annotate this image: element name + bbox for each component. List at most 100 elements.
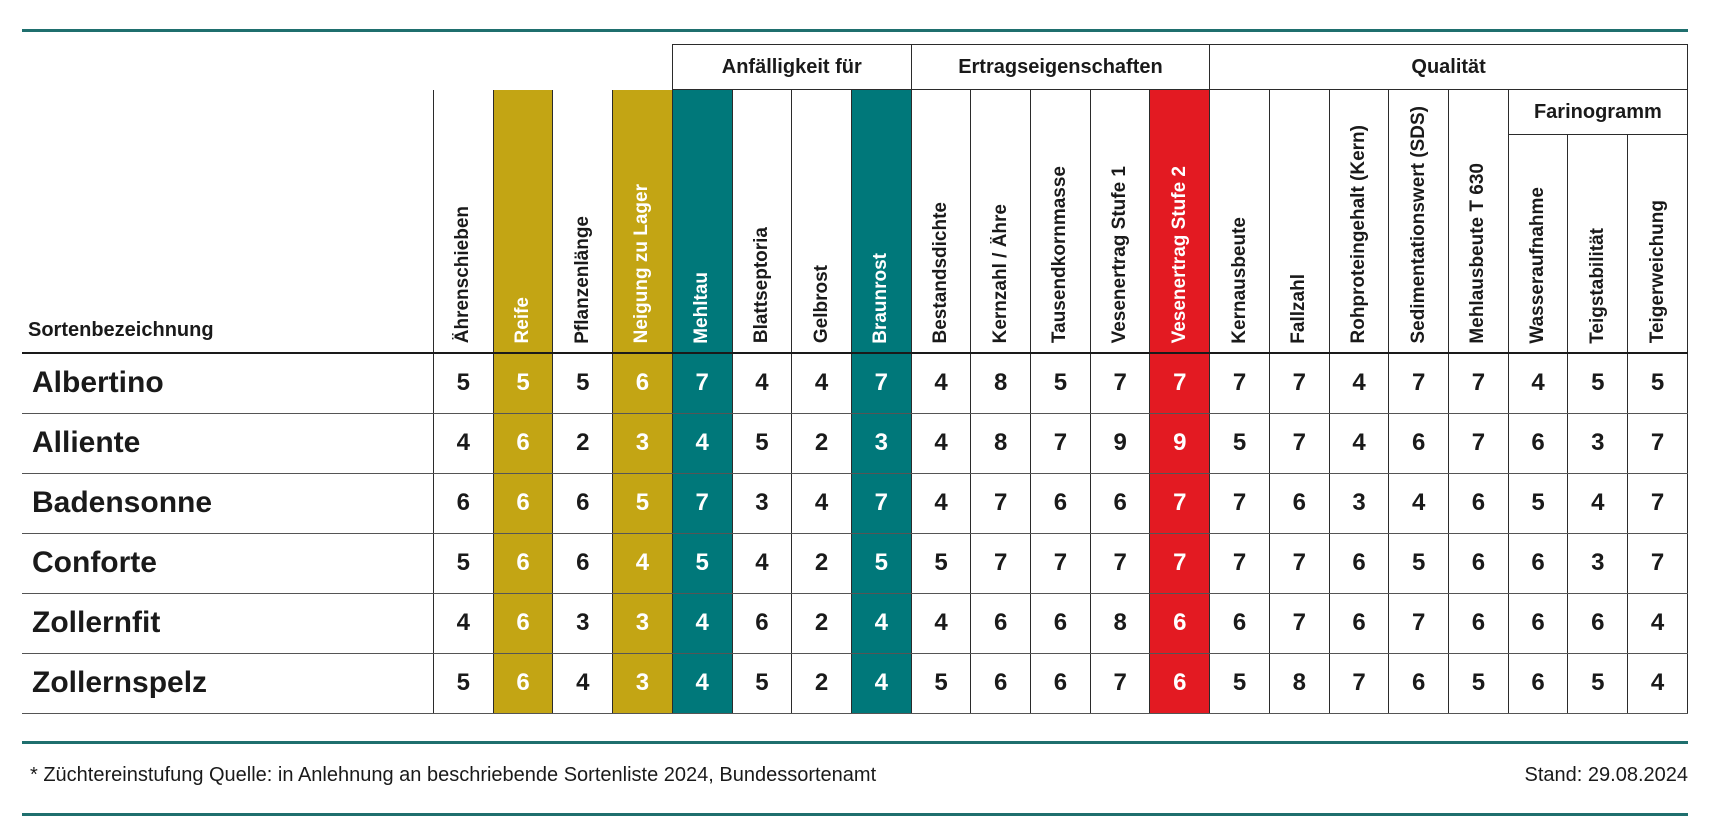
- cell-teigstabilitaet: 4: [1567, 473, 1629, 534]
- cell-neigung-zu-lager: 3: [612, 413, 673, 474]
- cell-neigung-zu-lager: 3: [612, 593, 673, 654]
- cell-mehlausbeute-t-630: 7: [1448, 352, 1509, 414]
- cell-reife: 5: [492, 352, 554, 414]
- cell-pflanzenlaenge: 6: [552, 533, 614, 594]
- cell-bestandsdichte: 4: [910, 473, 972, 534]
- column-header-neigung-zu-lager: Neigung zu Lager: [612, 89, 673, 354]
- cell-tausendkornmasse: 7: [1030, 533, 1091, 594]
- cell-vesenertrag-stufe-2: 6: [1149, 593, 1211, 654]
- cell-kernausbeute: 6: [1209, 593, 1270, 654]
- cell-neigung-zu-lager: 5: [612, 473, 673, 534]
- column-header-vesenertrag-stufe-2: Vesenertrag Stufe 2: [1149, 89, 1211, 354]
- variety-table: Anfälligkeit für Ertragseigenschaften Qu…: [22, 44, 1689, 714]
- cell-fallzahl: 7: [1268, 413, 1330, 474]
- column-label: Kernzahl / Ähre: [989, 204, 1011, 344]
- column-label: Tausendkornmasse: [1049, 166, 1071, 344]
- column-header-aehrenschieben: Ährenschieben: [433, 89, 494, 354]
- cell-bestandsdichte: 4: [910, 593, 972, 654]
- corner-label: Sortenbezeichnung: [22, 89, 434, 354]
- cell-teigerweichung: 7: [1627, 473, 1688, 534]
- cell-teigerweichung: 4: [1627, 593, 1688, 654]
- cell-sedimentationswert-sds: 5: [1388, 533, 1450, 594]
- cell-blattseptoria: 4: [731, 352, 793, 414]
- column-label: Bestandsdichte: [930, 202, 952, 344]
- cell-mehlausbeute-t-630: 6: [1448, 593, 1509, 654]
- cell-gelbrost: 2: [791, 533, 852, 594]
- variety-name: Albertino: [22, 352, 434, 414]
- cell-braunrost: 7: [850, 352, 912, 414]
- column-header-vesenertrag-stufe-1: Vesenertrag Stufe 1: [1089, 89, 1151, 354]
- group-farinogramm: Farinogramm: [1507, 89, 1689, 136]
- column-label: Teigstabilität: [1586, 227, 1608, 344]
- cell-teigerweichung: 5: [1627, 352, 1688, 414]
- cell-neigung-zu-lager: 4: [612, 533, 673, 594]
- cell-tausendkornmasse: 6: [1030, 653, 1091, 714]
- table-row: Conforte 5 6 6 4 5 4 2 5 5 7 7 7 7 7 7 6 5 6 6 3 7: [22, 533, 1688, 594]
- cell-teigstabilitaet: 5: [1567, 352, 1629, 414]
- column-header-teigstabilitaet: Teigstabilität: [1567, 134, 1629, 354]
- cell-vesenertrag-stufe-2: 6: [1149, 653, 1211, 714]
- group-qualitaet: Qualität: [1209, 44, 1688, 90]
- variety-name: Zollernfit: [22, 593, 434, 654]
- cell-braunrost: 4: [850, 593, 912, 654]
- cell-vesenertrag-stufe-2: 9: [1149, 413, 1211, 474]
- cell-mehltau: 7: [671, 352, 733, 414]
- column-label: Kernausbeute: [1228, 216, 1250, 344]
- cell-blattseptoria: 5: [731, 653, 793, 714]
- cell-fallzahl: 8: [1268, 653, 1330, 714]
- column-label: Fallzahl: [1288, 273, 1310, 344]
- variety-name: Badensonne: [22, 473, 434, 534]
- cell-mehltau: 5: [671, 533, 733, 594]
- column-header-mehlausbeute-t-630: Mehlausbeute T 630: [1448, 89, 1509, 354]
- cell-blattseptoria: 6: [731, 593, 793, 654]
- column-label: Mehlausbeute T 630: [1467, 162, 1489, 344]
- column-header-teigerweichung: Teigerweichung: [1627, 134, 1688, 354]
- cell-teigstabilitaet: 3: [1567, 533, 1629, 594]
- cell-kernzahl-aehre: 6: [970, 653, 1032, 714]
- cell-rohproteingehalt-kern: 4: [1328, 413, 1390, 474]
- cell-gelbrost: 2: [791, 413, 852, 474]
- cell-rohproteingehalt-kern: 3: [1328, 473, 1390, 534]
- cell-blattseptoria: 3: [731, 473, 793, 534]
- cell-blattseptoria: 4: [731, 533, 793, 594]
- cell-sedimentationswert-sds: 6: [1388, 653, 1450, 714]
- cell-reife: 6: [492, 533, 554, 594]
- column-header-tausendkornmasse: Tausendkornmasse: [1030, 89, 1091, 354]
- cell-bestandsdichte: 4: [910, 413, 972, 474]
- cell-wasseraufnahme: 6: [1507, 533, 1569, 594]
- cell-wasseraufnahme: 6: [1507, 413, 1569, 474]
- cell-fallzahl: 7: [1268, 593, 1330, 654]
- cell-vesenertrag-stufe-1: 7: [1089, 653, 1151, 714]
- cell-aehrenschieben: 5: [433, 653, 494, 714]
- cell-teigstabilitaet: 6: [1567, 593, 1629, 654]
- cell-aehrenschieben: 5: [433, 533, 494, 594]
- cell-fallzahl: 6: [1268, 473, 1330, 534]
- cell-vesenertrag-stufe-2: 7: [1149, 352, 1211, 414]
- cell-mehlausbeute-t-630: 6: [1448, 473, 1509, 534]
- column-header-pflanzenlaenge: Pflanzenlänge: [552, 89, 614, 354]
- cell-mehltau: 4: [671, 413, 733, 474]
- variety-name: Zollernspelz: [22, 653, 434, 714]
- cell-teigerweichung: 7: [1627, 413, 1688, 474]
- cell-tausendkornmasse: 6: [1030, 473, 1091, 534]
- cell-pflanzenlaenge: 3: [552, 593, 614, 654]
- cell-wasseraufnahme: 6: [1507, 593, 1569, 654]
- variety-name: Alliente: [22, 413, 434, 474]
- column-header-reife: Reife: [492, 89, 554, 354]
- cell-pflanzenlaenge: 6: [552, 473, 614, 534]
- column-header-fallzahl: Fallzahl: [1268, 89, 1330, 354]
- cell-bestandsdichte: 5: [910, 653, 972, 714]
- column-label: Rohproteingehalt (Kern): [1347, 125, 1369, 344]
- table-row: Zollernfit 4 6 3 3 4 6 2 4 4 6 6 8 6 6 7 6 7 6 6 6 4: [22, 593, 1688, 654]
- column-label: Neigung zu Lager: [631, 184, 653, 344]
- column-header-kernzahl-aehre: Kernzahl / Ähre: [970, 89, 1032, 354]
- column-label: Vesenertrag Stufe 2: [1168, 166, 1190, 344]
- cell-gelbrost: 4: [791, 473, 852, 534]
- cell-mehlausbeute-t-630: 6: [1448, 533, 1509, 594]
- cell-fallzahl: 7: [1268, 352, 1330, 414]
- cell-bestandsdichte: 5: [910, 533, 972, 594]
- group-header-row: Anfälligkeit für Ertragseigenschaften Qu…: [22, 44, 1688, 90]
- cell-kernausbeute: 7: [1209, 352, 1270, 414]
- cell-vesenertrag-stufe-2: 7: [1149, 533, 1211, 594]
- stand-date: Stand: 29.08.2024: [1524, 764, 1688, 786]
